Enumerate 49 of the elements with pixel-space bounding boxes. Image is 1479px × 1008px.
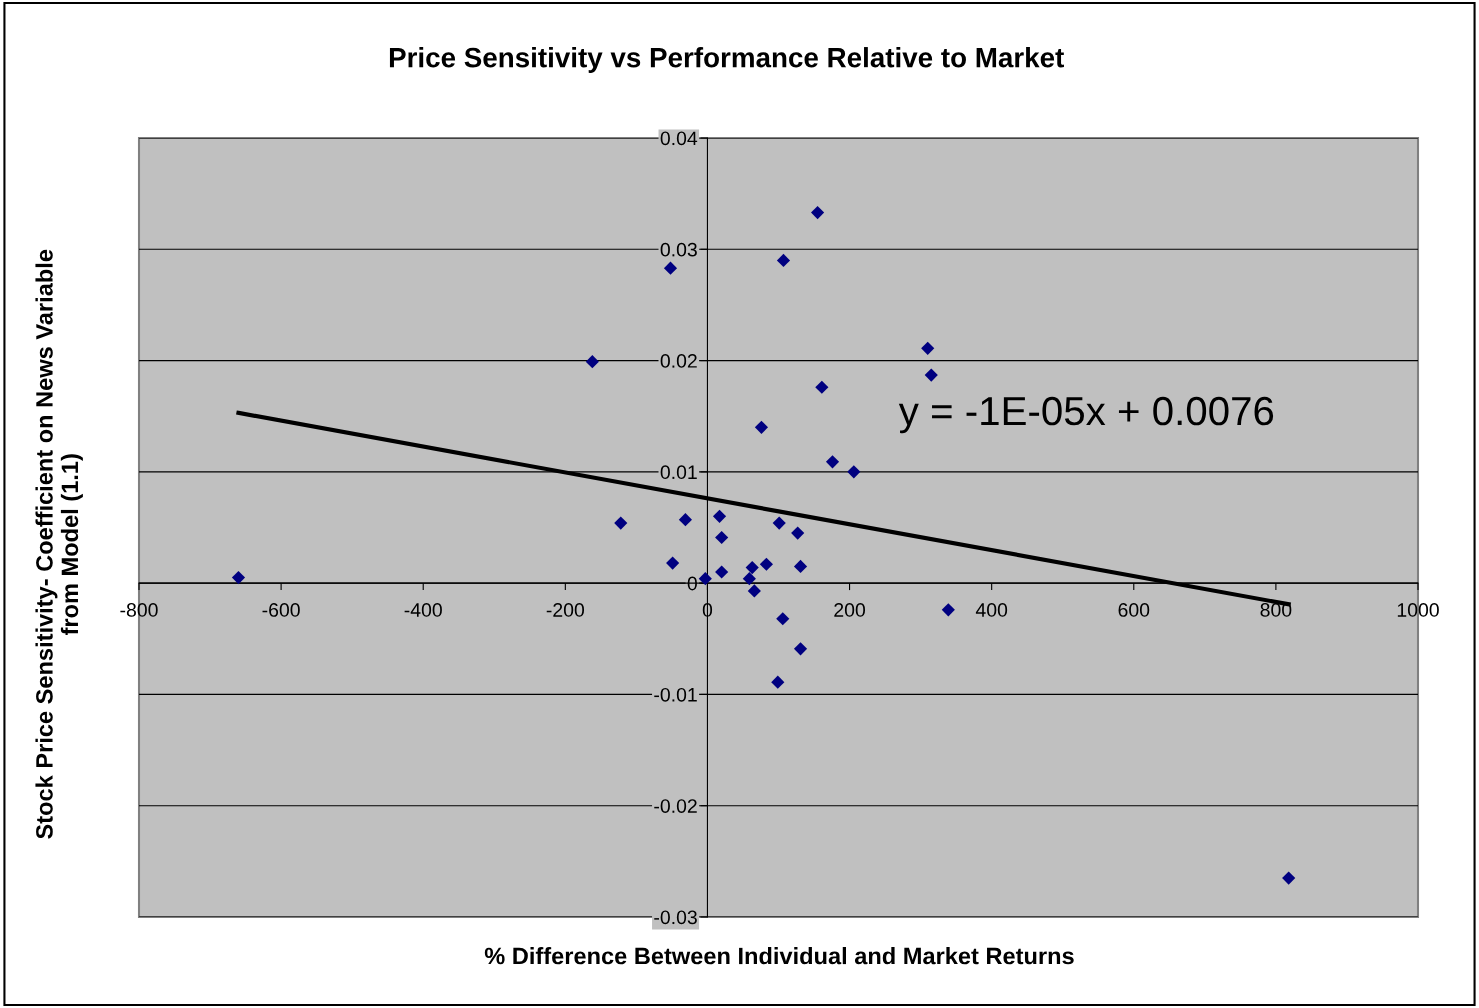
- x-tick-label: 200: [834, 603, 866, 617]
- point: [825, 455, 840, 469]
- point: [941, 603, 955, 617]
- x-tick-label: 600: [1118, 603, 1150, 617]
- point: [847, 465, 861, 479]
- y-tick-label: 0.03: [660, 242, 697, 257]
- point: [754, 420, 769, 434]
- point: [663, 261, 678, 275]
- point: [791, 526, 805, 540]
- y-tick-label: -0.02: [654, 799, 697, 813]
- annotation: y = -1E-05x + 0.0076: [898, 396, 1274, 434]
- x-tick-label: -200: [546, 603, 585, 617]
- y-tick-label: -0.01: [654, 687, 697, 702]
- y-tick-label: 0.01: [660, 465, 697, 480]
- point: [759, 557, 774, 571]
- point: [231, 570, 246, 585]
- x-tick-label: 1000: [1397, 603, 1439, 617]
- point: [924, 368, 938, 382]
- point: [678, 513, 692, 527]
- x-tick-label: 400: [975, 603, 1008, 617]
- point: [771, 675, 785, 689]
- point: [698, 572, 712, 586]
- x-tick-label: -400: [404, 603, 442, 617]
- point: [793, 559, 808, 574]
- x-tick-label: -800: [120, 603, 158, 617]
- x-axis-title: % Difference Between Individual and Market Returns: [484, 946, 1074, 965]
- point: [614, 516, 628, 530]
- y-tick-label: -0.03: [654, 910, 697, 925]
- y-tick-label: 0.04: [660, 131, 698, 146]
- point: [666, 556, 680, 570]
- point: [815, 380, 829, 394]
- x-tick-label: -600: [262, 603, 300, 617]
- point: [742, 572, 756, 586]
- point: [1282, 871, 1296, 885]
- point: [776, 612, 790, 626]
- y-axis-title: Stock Price Sensitivity- Coefficient on News Variable from Model (1.1): [35, 249, 83, 839]
- point: [772, 516, 786, 530]
- chart-title: Price Sensitivity vs Performance Relative to Market: [389, 47, 1064, 73]
- point: [921, 341, 935, 355]
- y-tick-label: 0.02: [660, 354, 697, 368]
- point: [793, 642, 808, 656]
- point: [712, 509, 727, 523]
- point: [715, 530, 729, 545]
- point: [715, 565, 729, 579]
- point: [585, 355, 599, 369]
- point: [810, 205, 825, 220]
- point: [747, 584, 761, 598]
- point: [776, 253, 791, 267]
- point: [745, 560, 759, 575]
